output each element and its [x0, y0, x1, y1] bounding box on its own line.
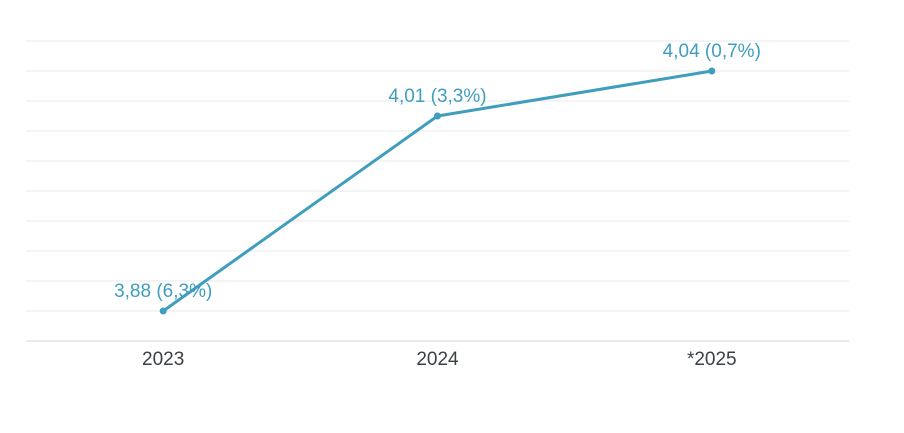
point-label: 4,04 (0,7%)	[663, 41, 761, 62]
x-axis-label: 2023	[142, 349, 184, 370]
data-point[interactable]	[159, 307, 167, 315]
data-point[interactable]	[434, 112, 441, 120]
point-label: 4,01 (3,3%)	[388, 86, 486, 107]
x-axis-label: *2025	[687, 349, 737, 370]
x-axis-label: 2024	[416, 349, 459, 370]
point-label: 3,88 (6,3%)	[114, 281, 212, 302]
data-point[interactable]	[708, 67, 716, 75]
